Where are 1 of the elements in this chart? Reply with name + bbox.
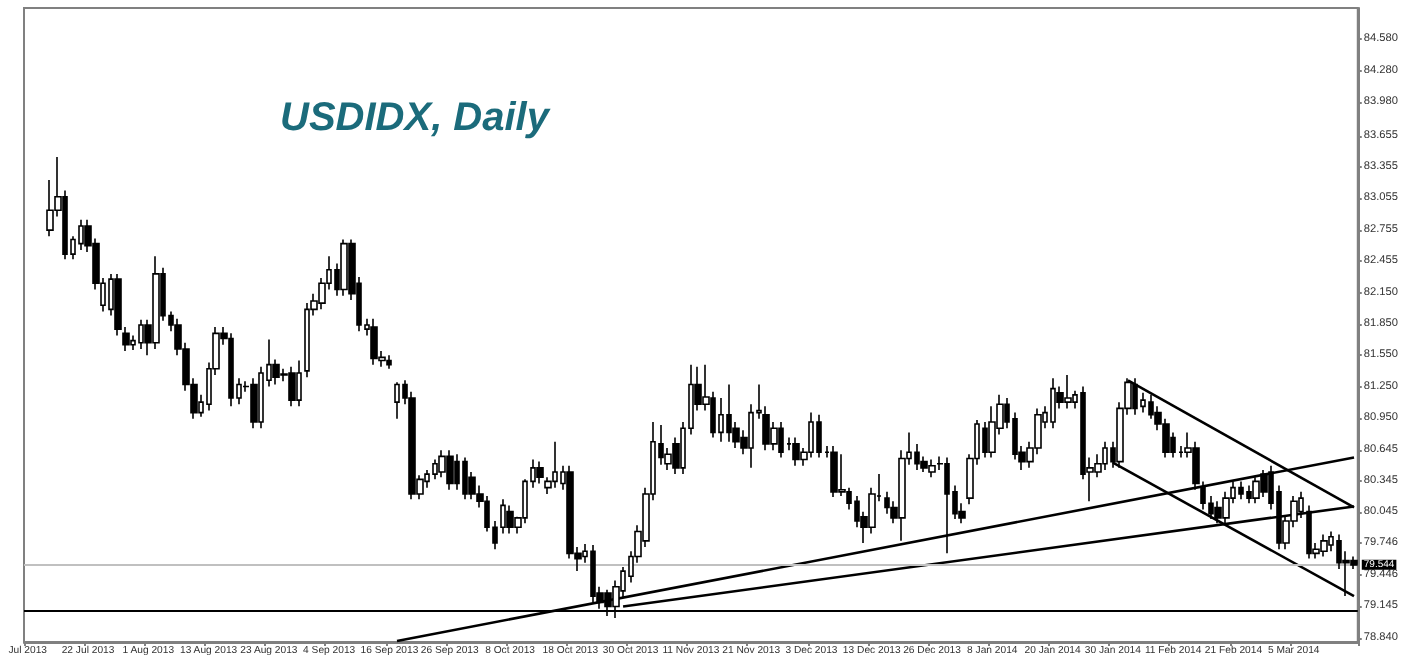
text: USDIDX, Daily [280, 96, 551, 140]
